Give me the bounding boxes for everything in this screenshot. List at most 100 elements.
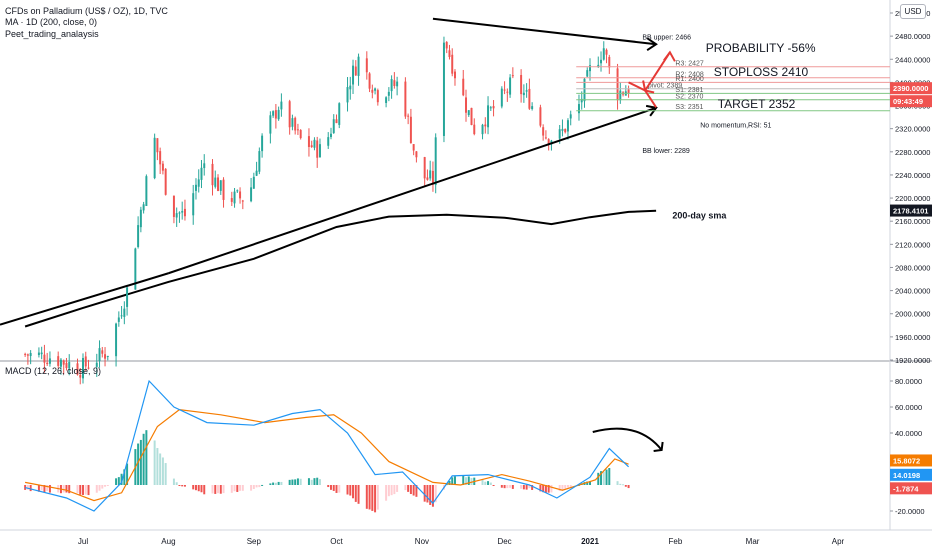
macd-line <box>24 379 630 512</box>
macd-histogram-bar <box>197 485 200 492</box>
candle-up <box>619 90 622 101</box>
candle-up <box>134 248 137 290</box>
macd-histogram-bar <box>589 481 591 485</box>
macd-histogram-bar <box>462 475 465 485</box>
macd-histogram-bar <box>489 482 492 485</box>
candle-up <box>197 179 200 187</box>
candle-up <box>48 358 51 364</box>
time-axis-label: 2021 <box>581 537 599 546</box>
macd-legend: MACD (12, 26, close, 9) <box>5 366 102 376</box>
candle-up <box>95 362 98 367</box>
candle-up <box>318 144 321 158</box>
macd-histogram-bar <box>467 476 470 485</box>
ma-legend: MA · 1D (200, close, 0) <box>5 17 98 27</box>
candle-down <box>46 362 49 364</box>
macd-histogram-bar <box>627 485 630 489</box>
macd-histogram-bar <box>261 484 264 486</box>
macd-histogram-bar <box>76 485 79 494</box>
candle-up <box>115 323 118 357</box>
macd-histogram-bar <box>233 485 236 492</box>
macd-histogram-bar <box>622 484 625 486</box>
candle-up <box>219 180 222 191</box>
candle-up <box>29 353 32 357</box>
candle-up <box>396 81 399 87</box>
candle-up <box>277 109 280 120</box>
macd-histogram-bar <box>192 485 195 490</box>
macd-histogram-bar <box>500 485 503 488</box>
price-tick-label: 2440.0000 <box>895 55 930 64</box>
candle-down <box>159 151 162 165</box>
candle-down <box>503 89 506 91</box>
macd-histogram-bar <box>415 485 418 497</box>
candle-up <box>313 139 316 148</box>
candle-up <box>214 177 217 187</box>
macd-histogram-bar <box>255 485 258 488</box>
macd-histogram-bar <box>558 485 561 491</box>
candle-up <box>522 92 525 96</box>
candle-up <box>429 170 432 179</box>
macd-histogram-bar <box>371 485 374 511</box>
candle-up <box>252 176 255 189</box>
macd-histogram-bar <box>161 457 164 485</box>
candle-down <box>101 350 104 354</box>
candle-up <box>374 88 377 91</box>
time-axis-label: Feb <box>669 537 683 546</box>
macd-histogram-bar <box>602 471 605 485</box>
candle-down <box>65 362 68 369</box>
candle-down <box>627 89 630 94</box>
pivot-label: S3: 2351 <box>675 104 703 111</box>
candle-down <box>462 78 465 96</box>
macd-histogram-bar <box>448 480 451 485</box>
macd-histogram-bar <box>46 485 49 491</box>
candle-up <box>327 137 330 146</box>
candle-up <box>255 170 258 176</box>
sma-label: 200-day sma <box>672 210 727 220</box>
macd-signal-line <box>24 408 629 502</box>
macd-histogram-bar <box>605 469 608 485</box>
candle-down <box>62 360 65 365</box>
candle-down <box>412 144 415 151</box>
price-tick-label: 2200.0000 <box>895 194 930 203</box>
macd-histogram-bar <box>313 478 316 485</box>
price-tick-label: 2480.0000 <box>895 32 930 41</box>
macd-histogram-bar <box>329 485 332 490</box>
price-badge-label: 2178.4101 <box>893 207 928 216</box>
candle-up <box>236 190 239 192</box>
macd-histogram-bar <box>365 485 368 509</box>
candle-down <box>310 145 313 148</box>
price-tick-label: 2040.0000 <box>895 287 930 296</box>
macd-badge-label: 15.8072 <box>893 456 920 465</box>
macd-histogram-bar <box>296 478 299 485</box>
candle-down <box>528 88 531 109</box>
currency-button[interactable]: USD <box>900 4 926 19</box>
macd-badge-label: -1.7874 <box>893 484 919 493</box>
trendline-upper <box>432 17 657 46</box>
candle-down <box>409 116 412 144</box>
macd-histogram-bar <box>214 485 217 494</box>
macd-histogram-bar <box>250 485 253 491</box>
candle-up <box>68 362 71 369</box>
macd-histogram-bar <box>82 485 84 495</box>
ma200-layer <box>24 209 657 328</box>
candle-down <box>211 163 214 186</box>
macd-histogram-bar <box>115 478 118 485</box>
candle-down <box>371 89 374 93</box>
candle-up <box>566 120 569 132</box>
macd-histogram-bar <box>624 485 627 487</box>
candle-up <box>200 167 203 180</box>
macd-histogram-bar <box>338 485 341 493</box>
candle-down <box>164 168 167 195</box>
macd-histogram-bar <box>241 485 244 491</box>
candle-down <box>605 49 608 55</box>
pivot-label: pivot: 2389 <box>648 82 682 89</box>
price-badge <box>890 95 932 108</box>
macd-histogram-bar <box>159 453 162 485</box>
candle-up <box>580 98 583 103</box>
macd-histogram-bar <box>84 485 87 495</box>
macd-histogram-bar <box>509 485 512 488</box>
macd-histogram-bar <box>277 481 280 485</box>
macd-histogram-bar <box>481 479 484 485</box>
macd-histogram-bar <box>597 472 600 485</box>
